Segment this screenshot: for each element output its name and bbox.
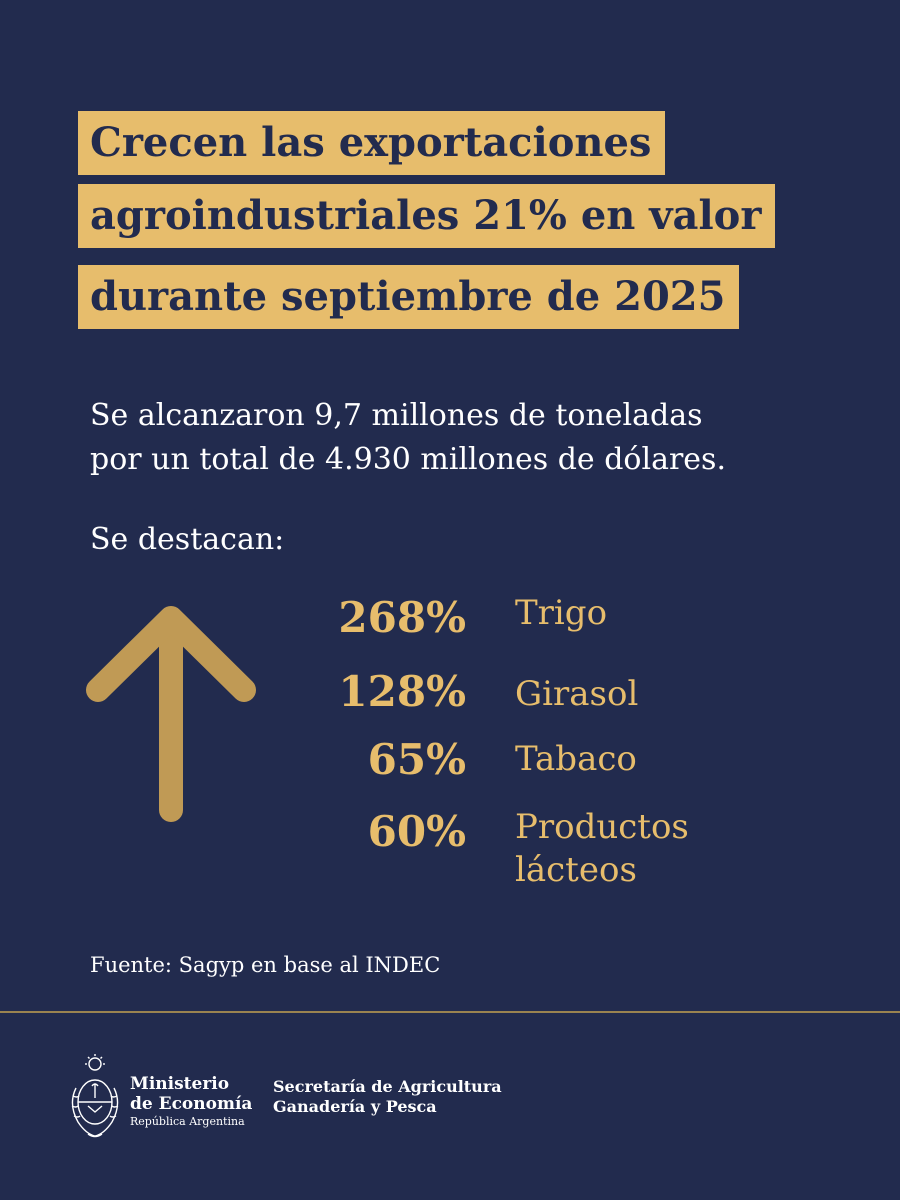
summary-line-1: Se alcanzaron 9,7 millones de toneladas	[90, 398, 703, 433]
highlight-percent: 128%	[338, 667, 466, 716]
summary-line-2: por un total de 4.930 millones de dólare…	[90, 442, 726, 477]
ministry-logo-text: Ministerio de Economía República Argenti…	[130, 1074, 252, 1130]
highlight-percent: 268%	[338, 593, 466, 642]
coat-of-arms-icon	[68, 1052, 122, 1146]
highlight-label: Trigo	[515, 593, 608, 633]
highlight-label: Tabaco	[515, 739, 637, 779]
secretaria-line-1: Secretaría de Agricultura	[273, 1077, 502, 1096]
highlight-percent: 60%	[367, 807, 466, 856]
arrow-up-icon	[80, 598, 270, 832]
ministry-name-line-1: Ministerio	[130, 1074, 230, 1094]
secretaria-line-2: Ganadería y Pesca	[273, 1097, 437, 1116]
highlight-percent: 65%	[367, 735, 466, 784]
ministry-country: República Argentina	[130, 1115, 245, 1128]
secretaria-logo-text: Secretaría de Agricultura Ganadería y Pe…	[273, 1077, 502, 1117]
source-note: Fuente: Sagyp en base al INDEC	[90, 953, 441, 977]
highlights-heading: Se destacan:	[90, 522, 285, 557]
headline-line-1: Crecen las exportaciones	[78, 111, 666, 175]
ministry-name-line-2: de Economía	[130, 1094, 253, 1114]
highlight-label-line-1: Productos	[515, 807, 689, 847]
summary-text: Se alcanzaron 9,7 millones de toneladas …	[90, 394, 726, 482]
headline-line-3: durante septiembre de 2025	[78, 265, 740, 329]
footer-divider	[0, 1011, 900, 1013]
headline-line-2: agroindustriales 21% en valor	[78, 184, 776, 248]
highlight-label-line-2: lácteos	[515, 850, 637, 890]
highlight-label: Girasol	[515, 674, 639, 714]
